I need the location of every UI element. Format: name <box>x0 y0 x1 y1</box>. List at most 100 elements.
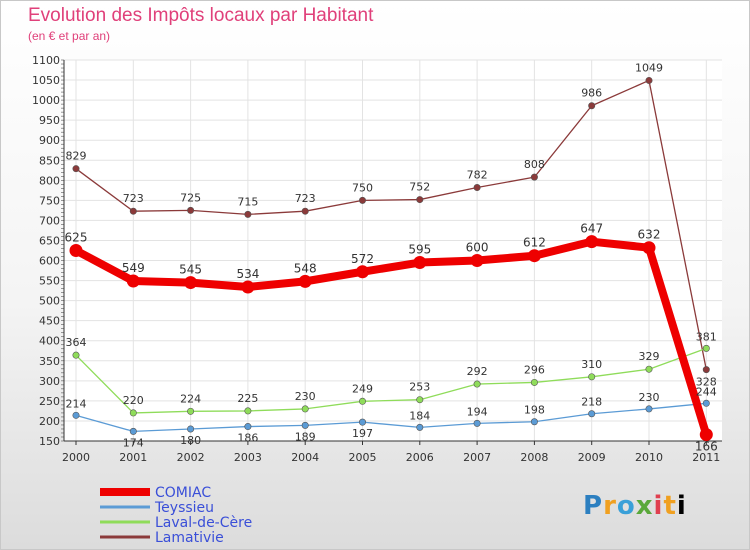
y-tick-label: 900 <box>39 134 60 147</box>
data-point <box>356 265 369 279</box>
x-tick-label: 2006 <box>406 451 434 464</box>
data-label: 534 <box>236 267 259 281</box>
data-point <box>416 423 424 431</box>
data-label: 572 <box>351 252 374 266</box>
series-layer <box>69 76 713 442</box>
data-label: 224 <box>180 392 201 405</box>
logo-letter: o <box>616 491 636 521</box>
data-point <box>645 76 653 84</box>
data-point <box>72 411 80 419</box>
data-label: 220 <box>123 394 144 407</box>
x-tick-label: 2000 <box>62 451 90 464</box>
data-point <box>301 421 309 429</box>
data-label: 647 <box>580 222 603 236</box>
chart-title: Evolution des Impôts locaux par Habitant <box>28 5 374 26</box>
series-line-Laval-de-Cère <box>75 347 707 414</box>
data-point <box>473 184 481 192</box>
data-label: 253 <box>409 381 430 394</box>
y-tick-label: 950 <box>39 114 60 127</box>
data-point <box>187 425 195 433</box>
data-label: 197 <box>352 427 373 440</box>
data-label: 249 <box>352 382 373 395</box>
data-point <box>301 405 309 413</box>
data-label: 545 <box>179 263 202 277</box>
data-point <box>473 380 481 388</box>
data-label: 595 <box>408 243 431 257</box>
data-point <box>72 165 80 173</box>
data-label: 230 <box>639 391 660 404</box>
data-point <box>184 276 198 290</box>
data-point <box>416 396 424 404</box>
data-label: 194 <box>467 405 488 418</box>
y-tick-label: 600 <box>39 255 60 268</box>
y-tick-label: 850 <box>39 154 60 167</box>
data-label: 808 <box>524 158 545 171</box>
data-point <box>241 280 255 294</box>
data-point <box>588 373 596 381</box>
data-label: 230 <box>295 390 316 403</box>
data-point <box>702 344 710 352</box>
data-label: 328 <box>696 376 717 389</box>
axes: 150 200 250 300 350 400 450 500 550 600 650 700 750 8… <box>32 54 722 464</box>
data-point <box>645 365 653 373</box>
data-point <box>530 378 538 386</box>
x-tick-label: 2008 <box>520 451 548 464</box>
y-tick-label: 550 <box>39 275 60 288</box>
data-label: 174 <box>123 436 144 449</box>
series-line-Lamativie <box>75 79 707 371</box>
y-tick-label: 800 <box>39 174 60 187</box>
data-point <box>129 207 137 215</box>
data-label: 189 <box>295 430 316 443</box>
data-label: 310 <box>581 358 602 371</box>
data-point <box>588 410 596 418</box>
data-point <box>298 274 312 288</box>
data-label: 986 <box>581 87 602 100</box>
data-point <box>416 196 424 204</box>
data-point <box>244 407 252 415</box>
y-tick-label: 350 <box>39 355 60 368</box>
data-label: 750 <box>352 181 373 194</box>
y-tick-label: 650 <box>39 234 60 247</box>
logo-letter: i <box>653 491 664 521</box>
data-point <box>72 351 80 359</box>
data-point <box>702 366 710 374</box>
data-label: 296 <box>524 363 545 376</box>
data-point <box>244 210 252 218</box>
data-label: 829 <box>66 150 87 163</box>
data-label: 329 <box>639 350 660 363</box>
legend-label: Laval-de-Cère <box>155 515 252 531</box>
x-tick-label: 2009 <box>578 451 606 464</box>
chart-subtitle: (en € et par an) <box>28 29 111 43</box>
data-label: 625 <box>65 231 88 245</box>
y-tick-label: 400 <box>39 335 60 348</box>
y-tick-label: 1100 <box>32 54 60 67</box>
data-point <box>699 428 713 442</box>
data-label: 723 <box>295 192 316 205</box>
data-label: 600 <box>466 241 489 255</box>
x-tick-label: 2002 <box>177 451 205 464</box>
data-label: 166 <box>695 440 718 454</box>
data-point <box>358 418 366 426</box>
data-label: 723 <box>123 192 144 205</box>
data-point <box>530 418 538 426</box>
data-point <box>470 254 484 268</box>
data-label: 244 <box>696 385 717 398</box>
data-label: 549 <box>122 261 145 275</box>
x-tick-label: 2011 <box>692 451 720 464</box>
data-point <box>129 409 137 417</box>
x-tick-label: 2001 <box>119 451 147 464</box>
x-tick-label: 2003 <box>234 451 262 464</box>
logo-letter: x <box>635 491 654 521</box>
y-tick-label: 1000 <box>32 94 60 107</box>
data-point <box>413 256 427 270</box>
data-label: 218 <box>581 396 602 409</box>
series-line-COMIAC <box>72 237 711 439</box>
data-label: 715 <box>237 195 258 208</box>
data-label: 292 <box>467 365 488 378</box>
data-point <box>301 207 309 215</box>
data-point <box>530 173 538 181</box>
data-label: 548 <box>294 261 317 275</box>
y-tick-label: 450 <box>39 315 60 328</box>
legend-label: Teyssieu <box>154 500 214 516</box>
